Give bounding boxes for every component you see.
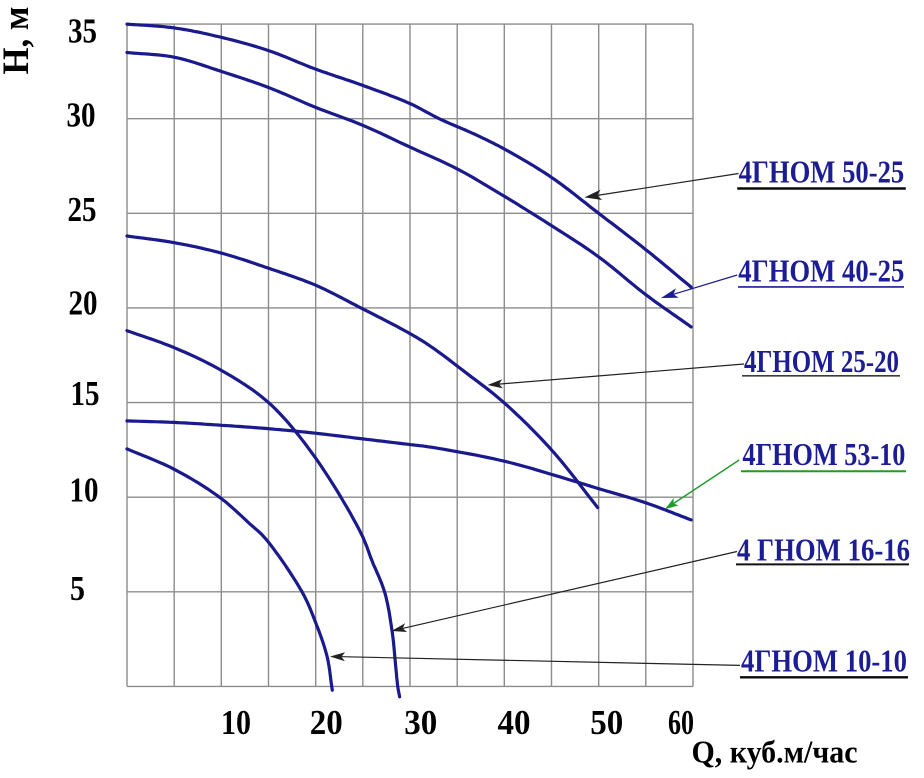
svg-text:50: 50 [590,703,623,742]
svg-text:25: 25 [68,190,97,229]
svg-text:10: 10 [70,471,99,510]
svg-text:30: 30 [67,96,96,135]
svg-text:Q, куб.м/час: Q, куб.м/час [692,734,858,770]
svg-text:4ГНОМ 10-10: 4ГНОМ 10-10 [741,644,907,679]
svg-text:4ГНОМ 25-20: 4ГНОМ 25-20 [744,344,899,379]
svg-text:15: 15 [71,374,100,413]
svg-text:Н, м: Н, м [0,7,37,75]
svg-text:40: 40 [498,703,531,742]
svg-text:4ГНОМ 40-25: 4ГНОМ 40-25 [738,254,904,289]
svg-text:4ГНОМ 53-10: 4ГНОМ 53-10 [742,437,905,472]
svg-text:20: 20 [310,703,343,742]
svg-text:60: 60 [668,703,694,742]
svg-text:30: 30 [404,703,437,742]
svg-text:35: 35 [68,11,97,50]
svg-text:10: 10 [221,703,251,742]
svg-text:4ГНОМ 50-25: 4ГНОМ 50-25 [739,155,905,190]
svg-text:20: 20 [69,284,98,323]
svg-text:4 ГНОМ 16-16: 4 ГНОМ 16-16 [737,533,910,568]
svg-text:5: 5 [70,569,85,608]
